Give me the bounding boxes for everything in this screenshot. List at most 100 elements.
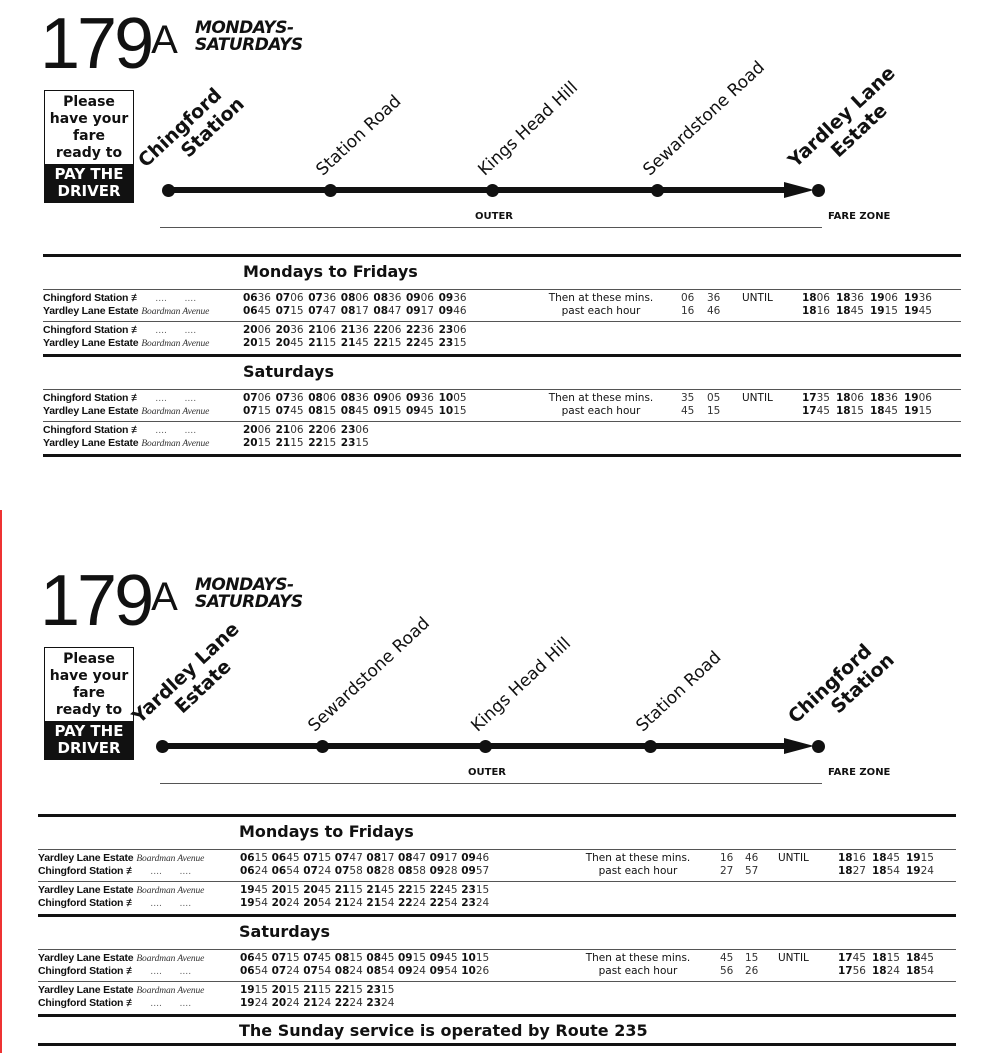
- departure-time: 0706: [276, 292, 304, 305]
- stop-name: Yardley Lane Estate: [43, 405, 139, 417]
- departure-time: 0615: [240, 852, 268, 865]
- stop-name-cell: Yardley Lane Estate Boardman Avenue: [43, 405, 209, 419]
- time-minutes: 15: [257, 337, 271, 349]
- pay-the-driver-notice: Please have your fare ready to PAY THE DRIVER: [44, 90, 134, 203]
- time-hour: 19: [904, 292, 919, 304]
- time-hour: 08: [373, 292, 389, 304]
- time-minutes: 16: [816, 305, 830, 317]
- time-minutes: 36: [388, 292, 402, 304]
- stop-name: Yardley Lane Estate: [43, 337, 139, 349]
- stop-name-cell: Chingford Station ≢ .... ....: [43, 292, 196, 305]
- time-minutes: 45: [381, 952, 395, 964]
- time-minutes: 45: [850, 305, 864, 317]
- time-hour: 08: [340, 392, 356, 404]
- time-hour: 09: [406, 292, 421, 304]
- departure-time: 1945: [240, 884, 268, 897]
- stop-note: Boardman Avenue: [141, 307, 210, 317]
- departure-time: 0645: [243, 305, 271, 318]
- time-minutes: 24: [254, 865, 268, 877]
- departure-time: 0836: [341, 392, 369, 405]
- sunday-service-note: The Sunday service is operated by Route …: [239, 1021, 648, 1040]
- departure-time: 2115: [308, 337, 336, 350]
- time-hour: 19: [906, 865, 921, 877]
- time-hour: 22: [398, 884, 413, 896]
- time-hour: 08: [366, 965, 382, 977]
- time-minutes: 15: [290, 437, 304, 449]
- departure-time: 2015: [243, 437, 271, 450]
- departure-time: 0917: [430, 852, 458, 865]
- time-hour: 19: [904, 305, 919, 317]
- time-minutes: 46: [475, 852, 490, 864]
- time-hour: 10: [438, 392, 454, 404]
- stop-label: Yardley Lane Estate: [784, 62, 915, 188]
- time-minutes: 06: [816, 292, 830, 304]
- bottom-rule: [38, 1043, 956, 1046]
- leader-dots: .... ....: [155, 392, 197, 404]
- time-minutes: 45: [420, 405, 434, 417]
- departure-time: 2124: [335, 897, 363, 910]
- time-hour: 08: [340, 292, 356, 304]
- time-minutes: 15: [254, 852, 268, 864]
- time-hour: 20: [275, 337, 291, 349]
- departure-time: 2245: [406, 337, 434, 350]
- time-minutes: 15: [412, 884, 426, 896]
- stop-name-cell: Yardley Lane Estate Boardman Avenue: [43, 305, 209, 319]
- time-minutes: 45: [852, 952, 866, 964]
- stop-marker: [162, 184, 175, 197]
- departure-time: 0747: [308, 305, 336, 318]
- departure-time: 1824: [872, 965, 900, 978]
- stop-name-cell: Chingford Station ≢ .... ....: [43, 392, 196, 405]
- fare-notice-line1: Please: [63, 94, 115, 110]
- time-minutes: 15: [920, 852, 934, 864]
- time-minutes: 06: [388, 324, 402, 336]
- frequency-note: Then at these mins. past each hour: [578, 852, 698, 878]
- section-divider: [38, 1014, 956, 1017]
- time-minutes: 24: [886, 965, 900, 977]
- route-number: 179A: [40, 8, 178, 80]
- time-minutes: 24: [286, 897, 300, 909]
- time-minutes: 06: [322, 392, 337, 404]
- departure-time: 1906: [904, 392, 932, 405]
- time-hour: 19: [240, 984, 255, 996]
- time-hour: 08: [366, 852, 382, 864]
- stop-marker: [324, 184, 337, 197]
- time-minutes: 06: [290, 292, 304, 304]
- departure-time: 2036: [276, 324, 304, 337]
- time-minutes: 06: [290, 424, 304, 436]
- route-line: [168, 187, 788, 193]
- time-minutes: 15: [412, 952, 426, 964]
- time-hour: 21: [275, 437, 291, 449]
- time-minutes: 24: [286, 965, 300, 977]
- route-line: [162, 743, 788, 749]
- departure-time: 2215: [308, 437, 336, 450]
- minutes-past-hour: 45: [720, 952, 734, 964]
- stop-note: Boardman Avenue: [136, 986, 205, 996]
- time-minutes: 36: [420, 392, 434, 404]
- time-minutes: 54: [381, 897, 395, 909]
- time-minutes: 27: [852, 865, 866, 877]
- british-rail-icon: ≢: [123, 865, 137, 877]
- section-heading: Mondays to Fridays: [243, 262, 418, 281]
- departure-time: 0845: [341, 405, 369, 418]
- time-minutes: 17: [381, 852, 395, 864]
- stop-name-cell: Chingford Station ≢ .... ....: [43, 324, 196, 337]
- time-minutes: 15: [475, 884, 490, 896]
- time-hour: 19: [904, 392, 919, 404]
- time-hour: 07: [243, 405, 258, 417]
- time-minutes: 28: [444, 865, 458, 877]
- departure-time: 2306: [439, 324, 467, 337]
- time-minutes: 06: [918, 392, 932, 404]
- time-hour: 07: [271, 952, 287, 964]
- time-minutes: 58: [349, 865, 363, 877]
- time-hour: 08: [366, 952, 382, 964]
- scan-edge: [0, 510, 2, 1053]
- time-minutes: 15: [317, 984, 332, 996]
- time-minutes: 06: [388, 392, 402, 404]
- departure-time: 1906: [870, 292, 898, 305]
- time-minutes: 06: [322, 324, 337, 336]
- departure-time: 0806: [308, 392, 336, 405]
- time-minutes: 36: [420, 324, 434, 336]
- stop-note: Boardman Avenue: [141, 439, 210, 449]
- minutes-past-hour: 15: [707, 405, 721, 417]
- departure-time: 1005: [439, 392, 467, 405]
